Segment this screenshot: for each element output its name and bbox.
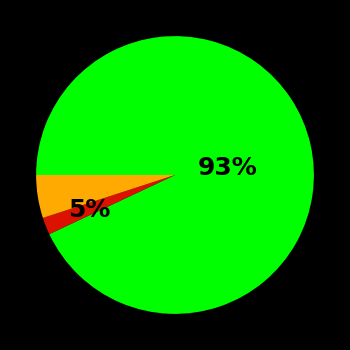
Wedge shape: [43, 175, 175, 234]
Text: 93%: 93%: [198, 156, 258, 180]
Wedge shape: [36, 36, 314, 314]
Text: 5%: 5%: [68, 198, 110, 222]
Wedge shape: [36, 175, 175, 218]
